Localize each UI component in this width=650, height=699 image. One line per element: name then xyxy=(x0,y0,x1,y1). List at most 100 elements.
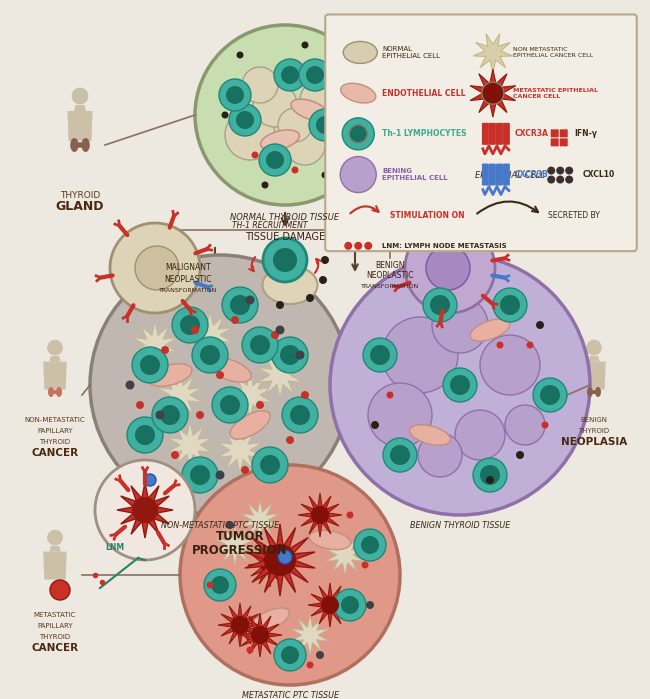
FancyBboxPatch shape xyxy=(489,164,496,185)
Circle shape xyxy=(280,345,300,365)
Circle shape xyxy=(144,474,156,486)
Circle shape xyxy=(200,345,220,365)
Text: NEOPLASTIC: NEOPLASTIC xyxy=(164,275,212,284)
Circle shape xyxy=(266,151,284,169)
Circle shape xyxy=(566,166,573,175)
Circle shape xyxy=(497,342,504,349)
Polygon shape xyxy=(68,111,92,141)
Circle shape xyxy=(330,255,590,515)
Circle shape xyxy=(299,59,331,91)
FancyBboxPatch shape xyxy=(560,138,567,146)
Circle shape xyxy=(344,242,352,250)
Circle shape xyxy=(311,506,329,524)
Circle shape xyxy=(341,596,359,614)
Polygon shape xyxy=(326,535,364,575)
Circle shape xyxy=(226,86,244,104)
Circle shape xyxy=(302,41,309,48)
Circle shape xyxy=(300,80,340,120)
Circle shape xyxy=(182,457,218,493)
Text: NORMAL THYROID TISSUE: NORMAL THYROID TISSUE xyxy=(231,212,339,222)
Text: NON-METASTATIC: NON-METASTATIC xyxy=(25,417,85,423)
Polygon shape xyxy=(227,371,273,419)
Circle shape xyxy=(306,66,324,84)
Circle shape xyxy=(278,550,292,564)
Circle shape xyxy=(256,401,264,409)
Text: NON-METASTATIC PTC TISSUE: NON-METASTATIC PTC TISSUE xyxy=(161,521,279,530)
Circle shape xyxy=(482,82,504,104)
Text: IFN-γ: IFN-γ xyxy=(574,129,597,138)
Circle shape xyxy=(242,67,278,103)
Circle shape xyxy=(526,342,534,349)
Text: BENIGN THYROID TISSUE: BENIGN THYROID TISSUE xyxy=(410,521,510,530)
Circle shape xyxy=(127,417,163,453)
Polygon shape xyxy=(216,525,254,565)
Circle shape xyxy=(236,111,254,129)
Circle shape xyxy=(296,350,304,359)
Circle shape xyxy=(222,287,258,323)
Circle shape xyxy=(274,59,306,91)
Polygon shape xyxy=(241,500,279,540)
Text: BENIGN: BENIGN xyxy=(375,261,405,270)
Circle shape xyxy=(556,175,564,184)
Polygon shape xyxy=(157,371,203,419)
Circle shape xyxy=(334,589,366,621)
FancyBboxPatch shape xyxy=(551,129,559,137)
FancyBboxPatch shape xyxy=(551,138,559,146)
Circle shape xyxy=(231,316,239,324)
Text: THYROID: THYROID xyxy=(60,191,100,199)
Circle shape xyxy=(286,436,294,444)
Circle shape xyxy=(171,451,179,459)
Circle shape xyxy=(281,646,299,664)
Circle shape xyxy=(152,397,188,433)
Circle shape xyxy=(445,35,575,165)
Polygon shape xyxy=(291,615,329,655)
Circle shape xyxy=(383,438,417,472)
Circle shape xyxy=(366,601,374,609)
Circle shape xyxy=(301,391,309,399)
Text: SECRETED BY: SECRETED BY xyxy=(548,211,600,219)
Text: Th-1 LYMPHOCYTES: Th-1 LYMPHOCYTES xyxy=(382,129,467,138)
Polygon shape xyxy=(218,603,262,647)
Polygon shape xyxy=(132,321,178,369)
Text: TUMOR: TUMOR xyxy=(216,531,265,544)
Circle shape xyxy=(160,405,180,425)
Circle shape xyxy=(47,340,63,355)
Circle shape xyxy=(172,307,208,343)
Circle shape xyxy=(322,171,328,178)
Circle shape xyxy=(231,616,249,634)
Circle shape xyxy=(354,529,386,561)
Text: TRANSFORMATION: TRANSFORMATION xyxy=(159,287,217,292)
Circle shape xyxy=(253,83,297,127)
Ellipse shape xyxy=(341,83,376,103)
Ellipse shape xyxy=(70,138,79,152)
Circle shape xyxy=(432,297,488,353)
Text: CANCER: CANCER xyxy=(31,448,79,458)
Circle shape xyxy=(261,556,279,574)
Circle shape xyxy=(237,52,244,59)
Circle shape xyxy=(309,109,341,141)
Circle shape xyxy=(252,447,288,483)
Circle shape xyxy=(316,116,334,134)
Circle shape xyxy=(278,108,312,142)
Circle shape xyxy=(405,223,495,313)
Circle shape xyxy=(349,125,367,143)
Circle shape xyxy=(264,544,296,576)
Circle shape xyxy=(226,521,234,529)
Circle shape xyxy=(556,166,564,175)
Circle shape xyxy=(282,397,318,433)
Circle shape xyxy=(470,70,540,140)
Circle shape xyxy=(480,465,500,485)
Text: PAPILLARY: PAPILLARY xyxy=(37,623,73,629)
Circle shape xyxy=(273,248,297,272)
Circle shape xyxy=(341,131,348,138)
Circle shape xyxy=(252,152,259,159)
Ellipse shape xyxy=(53,390,57,394)
Circle shape xyxy=(180,315,200,335)
Ellipse shape xyxy=(410,425,450,445)
Text: TISSUE DAMAGE: TISSUE DAMAGE xyxy=(245,232,325,242)
FancyBboxPatch shape xyxy=(560,129,567,137)
Ellipse shape xyxy=(81,138,90,152)
Ellipse shape xyxy=(148,363,192,387)
Ellipse shape xyxy=(230,411,270,439)
Circle shape xyxy=(259,144,291,176)
